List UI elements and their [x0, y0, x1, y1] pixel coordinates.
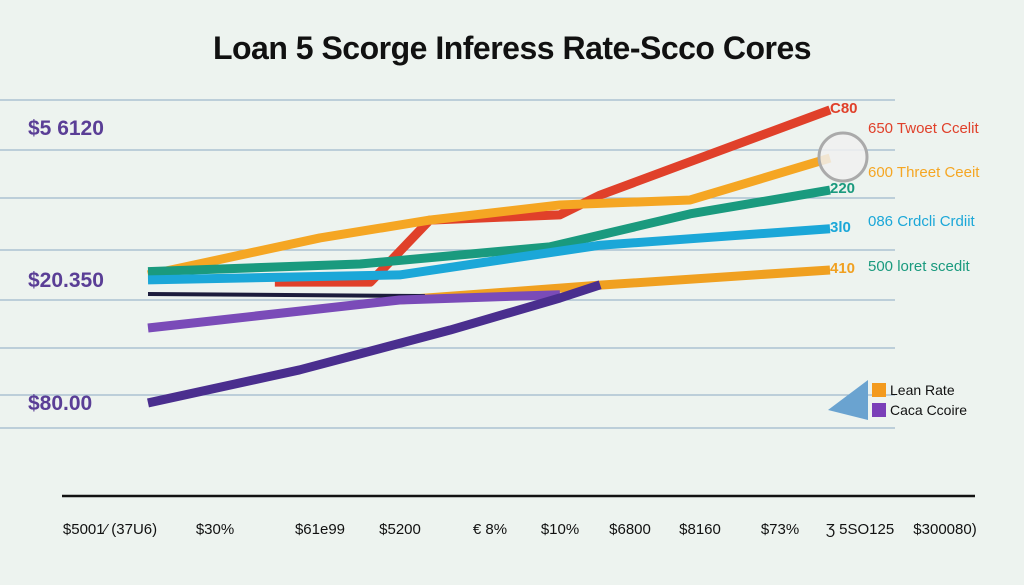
series-end-label: 650 Twoet Ccelit	[868, 120, 979, 137]
x-tick-label: € 8%	[472, 521, 508, 538]
x-tick-label: Ʒ 5SO125	[825, 521, 895, 538]
series-line-indigo	[147, 280, 602, 408]
x-tick-label: $300080)	[913, 521, 977, 538]
series-end-label: 600 Threet Ceeit	[868, 164, 980, 181]
series-line-purple	[147, 290, 561, 333]
legend-swatch	[872, 403, 886, 417]
series-end-label: 500 loret scedit	[868, 258, 970, 275]
series-line-teal	[147, 185, 831, 277]
x-tick-label: $73%	[760, 521, 800, 538]
legend-arrow-icon	[828, 380, 868, 420]
series-end-value: 3l0	[830, 218, 851, 236]
series-end-label: 086 Crdcli Crdiit	[868, 213, 975, 230]
x-tick-label: $61e99	[294, 521, 346, 538]
legend-entry: Caca Ccoire	[872, 400, 967, 420]
x-tick-label: $10%	[540, 521, 580, 538]
x-tick-label: $30%	[195, 521, 235, 538]
y-tick-label: $20.350	[28, 268, 104, 292]
legend-label: Lean Rate	[890, 382, 955, 398]
series-line-navy	[147, 292, 425, 299]
x-tick-label: $5001⁄ (37U6)	[62, 521, 158, 538]
series-line-orange	[147, 153, 832, 280]
series-line-red	[274, 105, 832, 287]
series-line-blue	[147, 224, 831, 285]
series-end-value: 410	[830, 259, 856, 277]
x-tick-label: $5200	[379, 521, 421, 538]
series-end-value: C80	[830, 99, 858, 117]
y-tick-label: $5 6120	[28, 116, 104, 140]
chart-title: Loan 5 Scorge Inferess Rate-Scco Cores	[212, 30, 812, 66]
series-end-value: 220	[830, 180, 856, 198]
legend-entry: Lean Rate	[872, 380, 967, 400]
legend-swatch	[872, 383, 886, 397]
y-tick-label: $80.00	[28, 391, 93, 415]
legend: Lean Rate Caca Ccoire	[872, 380, 967, 420]
magnifier-marker	[817, 131, 869, 183]
x-tick-label: $8160	[679, 521, 721, 538]
x-tick-label: $6800	[609, 521, 651, 538]
legend-label: Caca Ccoire	[890, 402, 968, 418]
